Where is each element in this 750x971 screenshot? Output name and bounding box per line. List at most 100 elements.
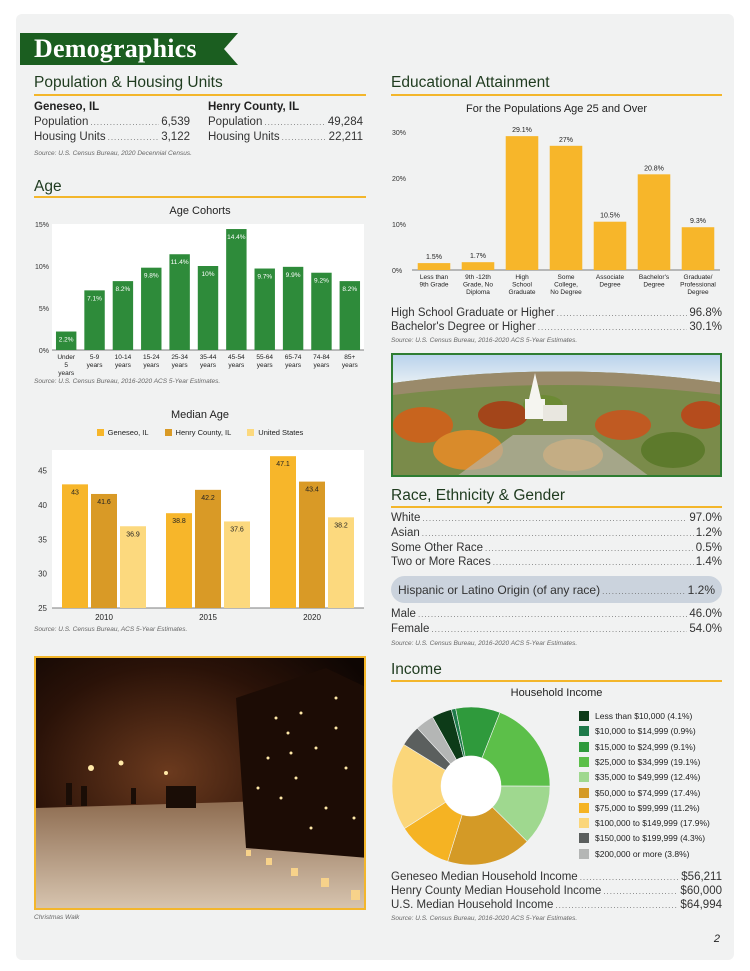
banner-title: Demographics bbox=[34, 34, 197, 63]
age-xtick: 45-54 years bbox=[228, 354, 245, 369]
legend-label: $200,000 or more (3.8%) bbox=[595, 848, 690, 859]
edu-bar bbox=[681, 227, 715, 270]
age-xtick: 55-64 years bbox=[256, 354, 273, 369]
geneseo-housing-row: Housing Units3,122 bbox=[34, 131, 190, 143]
income-heading: Income bbox=[391, 661, 442, 678]
race-row-asian: Asian1.2% bbox=[391, 527, 722, 539]
income-row-us: U.S. Median Household Income$64,994 bbox=[391, 899, 722, 911]
age-bar-label: 10% bbox=[201, 271, 214, 278]
age-bar bbox=[197, 266, 219, 350]
edu-bar-label: 27% bbox=[559, 137, 573, 144]
income-source: Source: U.S. Census Bureau, 2016-2020 AC… bbox=[391, 915, 578, 922]
legend-label: $100,000 to $149,999 (17.9%) bbox=[595, 818, 710, 829]
income-legend-item: $15,000 to $24,999 (9.1%) bbox=[579, 741, 696, 752]
age-ytick: 5% bbox=[39, 306, 49, 313]
age-bar bbox=[141, 267, 162, 350]
age-xtick: 65-74 years bbox=[285, 354, 302, 369]
median-age-chart: 25 30 35 40 45 43 41.6 36.9 2010 38.8 42.2 37.6 2015… bbox=[38, 450, 364, 622]
race-heading: Race, Ethnicity & Gender bbox=[391, 487, 566, 504]
edu-bar bbox=[417, 263, 451, 270]
income-row-henry: Henry County Median Household Income$60,… bbox=[391, 885, 722, 897]
population-source: Source: U.S. Census Bureau, 2020 Decenni… bbox=[34, 150, 192, 157]
age-bar bbox=[84, 290, 105, 350]
median-bar-label: 47.1 bbox=[276, 461, 290, 468]
aerial-town-photo bbox=[391, 353, 722, 477]
legend-swatch bbox=[579, 772, 589, 783]
education-row-ba: Bachelor's Degree or Higher30.1% bbox=[391, 321, 722, 333]
median-bar-label: 36.9 bbox=[126, 531, 140, 538]
henry-population-row: Population49,284 bbox=[208, 116, 363, 128]
legend-label: $10,000 to $14,999 (0.9%) bbox=[595, 726, 696, 737]
education-rule bbox=[391, 94, 722, 96]
legend-label: $75,000 to $99,999 (11.2%) bbox=[595, 802, 700, 813]
age-bar-label: 14.4% bbox=[227, 234, 246, 241]
edu-ytick: 20% bbox=[392, 176, 406, 183]
edu-xtick: Some College, No Degree bbox=[550, 274, 582, 296]
age-xtick: 10-14 years bbox=[115, 354, 132, 369]
christmas-caption: Christmas Walk bbox=[34, 914, 80, 921]
median-bar bbox=[195, 489, 221, 608]
age-bar bbox=[55, 331, 77, 350]
median-xtick: 2010 bbox=[95, 613, 113, 622]
age-bar bbox=[282, 266, 304, 350]
median-bar-label: 43 bbox=[71, 489, 79, 496]
median-ytick: 45 bbox=[38, 467, 47, 476]
age-bar-label: 7.1% bbox=[87, 295, 102, 302]
median-bar bbox=[120, 526, 146, 608]
median-xtick: 2020 bbox=[303, 613, 321, 622]
edu-bar bbox=[549, 145, 583, 270]
median-bar bbox=[270, 456, 296, 608]
median-ytick: 35 bbox=[38, 535, 47, 544]
age-bar-label: 9.7% bbox=[257, 274, 272, 281]
edu-xtick: High School Graduate bbox=[508, 274, 535, 296]
age-bar-label: 9.2% bbox=[314, 278, 329, 285]
age-bar-label: 2.2% bbox=[59, 337, 74, 344]
legend-swatch bbox=[579, 818, 589, 829]
median-age-source: Source: U.S. Census Bureau, ACS 5-Year E… bbox=[34, 626, 188, 633]
education-row-hs: High School Graduate or Higher96.8% bbox=[391, 307, 722, 319]
income-legend-item: $10,000 to $14,999 (0.9%) bbox=[579, 726, 696, 737]
legend-swatch bbox=[579, 833, 589, 844]
age-bar-label: 9.9% bbox=[286, 272, 301, 279]
median-bar-label: 41.6 bbox=[97, 499, 111, 506]
age-xtick: Under 5 years bbox=[57, 354, 76, 377]
population-rule bbox=[34, 94, 366, 96]
age-rule bbox=[34, 196, 366, 198]
henry-housing-row: Housing Units22,211 bbox=[208, 131, 363, 143]
page-number: 2 bbox=[713, 933, 720, 945]
legend-henry: Henry County, IL bbox=[164, 428, 231, 437]
age-ytick: 15% bbox=[35, 222, 49, 229]
edu-bar bbox=[637, 174, 671, 270]
age-xtick: 5-9 years bbox=[87, 354, 104, 369]
legend-label: $25,000 to $34,999 (19.1%) bbox=[595, 756, 701, 767]
age-bar-label: 9.8% bbox=[144, 273, 159, 280]
legend-label: $50,000 to $74,999 (17.4%) bbox=[595, 787, 701, 798]
income-legend-item: $200,000 or more (3.8%) bbox=[579, 848, 690, 859]
race-source: Source: U.S. Census Bureau, 2016-2020 AC… bbox=[391, 640, 578, 647]
median-bar bbox=[224, 521, 250, 608]
legend-label: $150,000 to $199,999 (4.3%) bbox=[595, 833, 706, 844]
edu-bar bbox=[461, 262, 495, 270]
geneseo-name: Geneseo, IL bbox=[34, 101, 100, 113]
median-bar bbox=[91, 493, 117, 608]
education-chart-title: For the Populations Age 25 and Over bbox=[465, 103, 647, 115]
income-legend-item: $75,000 to $99,999 (11.2%) bbox=[579, 802, 700, 813]
legend-geneseo: Geneseo, IL bbox=[96, 428, 149, 437]
age-bar-label: 11.4% bbox=[171, 259, 189, 266]
legend-swatch bbox=[579, 726, 589, 737]
income-legend-item: $35,000 to $49,999 (12.4%) bbox=[579, 772, 700, 783]
median-ytick: 30 bbox=[38, 570, 47, 579]
median-age-legend: Geneseo, IL Henry County, IL United Stat… bbox=[34, 428, 366, 437]
edu-ytick: 30% bbox=[392, 130, 406, 137]
edu-xtick: 9th -12th Grade, No Diploma bbox=[463, 274, 493, 296]
education-chart: 0% 10% 20% 30% 1.5% Less than 9th Grade 1.7% 9th… bbox=[392, 127, 720, 296]
age-cohorts-title: Age Cohorts bbox=[169, 205, 231, 217]
legend-swatch bbox=[579, 756, 589, 767]
age-ytick: 10% bbox=[35, 264, 49, 271]
edu-bar-label: 1.7% bbox=[470, 253, 486, 260]
age-bar bbox=[112, 281, 134, 350]
median-bar bbox=[328, 517, 354, 608]
median-xtick: 2015 bbox=[199, 613, 217, 622]
median-bar bbox=[62, 484, 88, 608]
henry-name: Henry County, IL bbox=[208, 101, 300, 113]
